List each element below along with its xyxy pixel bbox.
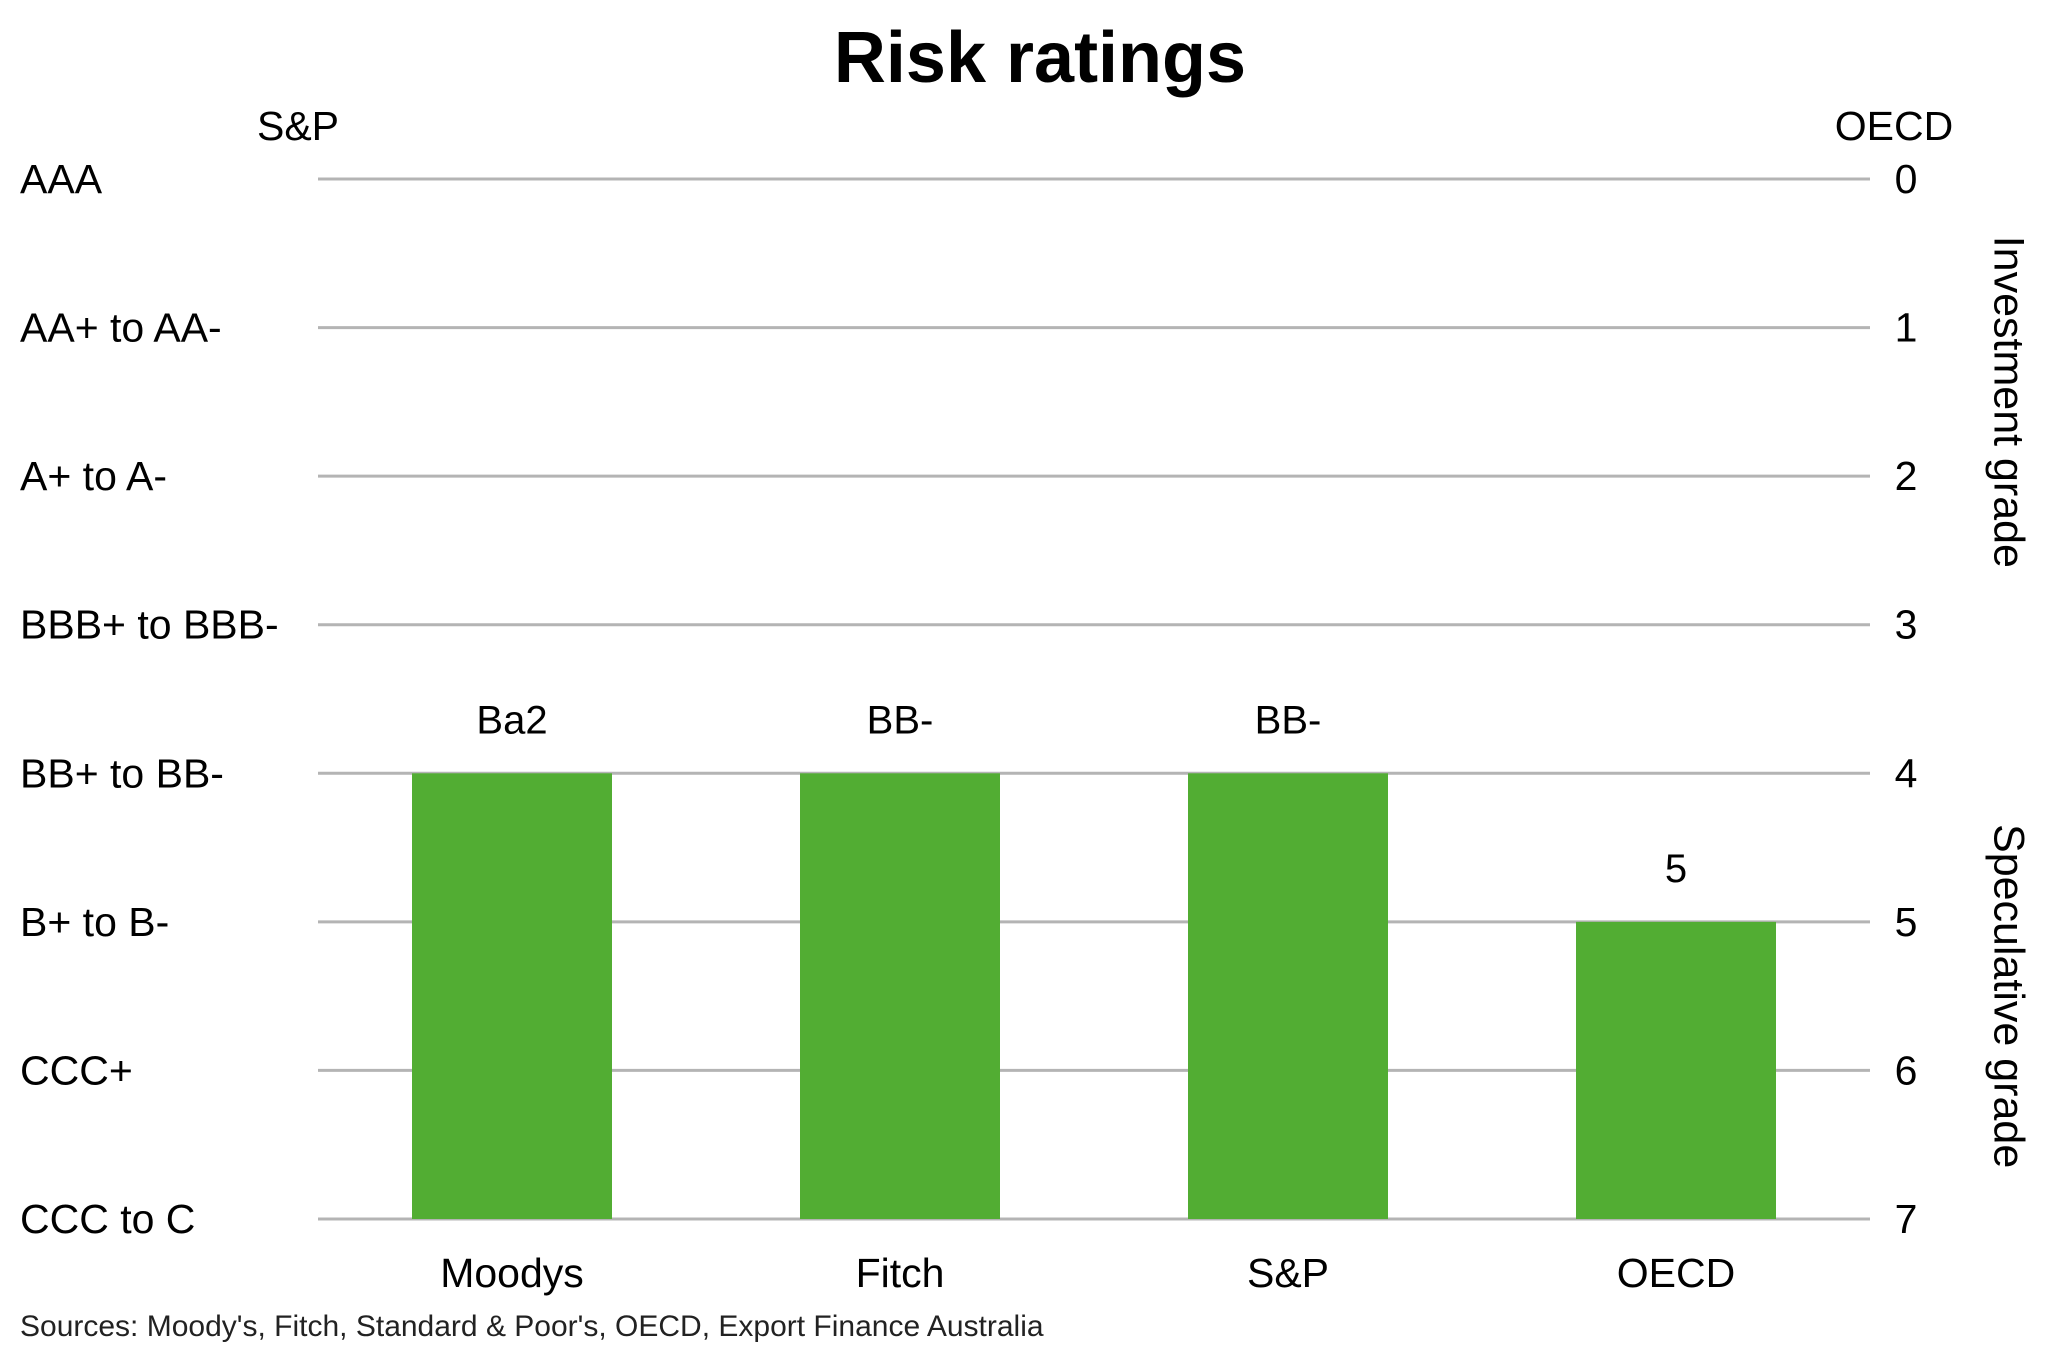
right-tick-label: 4: [1895, 750, 1918, 796]
category-labels: Moodys Fitch S&P OECD: [440, 1250, 1735, 1296]
left-tick-label: A+ to A-: [20, 453, 167, 499]
bar-value-label: BB-: [867, 698, 934, 742]
category-label: S&P: [1247, 1250, 1329, 1296]
left-tick-label: AAA: [20, 156, 103, 202]
left-tick-label: CCC+: [20, 1047, 133, 1093]
source-note: Sources: Moody's, Fitch, Standard & Poor…: [20, 1310, 1044, 1343]
bars: [412, 773, 1776, 1219]
right-tick-label: 5: [1895, 899, 1918, 945]
bar-value-label: BB-: [1255, 698, 1322, 742]
bar: [800, 773, 1000, 1219]
grade-band-label: Investment grade: [1985, 236, 2033, 568]
bar: [412, 773, 612, 1219]
right-tick-label: 6: [1895, 1047, 1918, 1093]
left-tick-label: CCC to C: [20, 1196, 195, 1242]
right-tick-labels: 0 1 2 3 4 5 6 7: [1895, 156, 1918, 1242]
right-tick-label: 2: [1895, 453, 1918, 499]
left-tick-label: AA+ to AA-: [20, 305, 222, 351]
right-tick-label: 0: [1895, 156, 1918, 202]
left-axis-title: S&P: [257, 103, 339, 149]
left-tick-label: BBB+ to BBB-: [20, 602, 279, 648]
bar-value-labels: Ba2 BB- BB- 5: [476, 698, 1687, 891]
left-tick-labels: AAA AA+ to AA- A+ to A- BBB+ to BBB- BB+ to …: [20, 156, 279, 1242]
bar-value-label: Ba2: [476, 698, 547, 742]
right-tick-label: 1: [1895, 305, 1918, 351]
bar-value-label: 5: [1665, 847, 1687, 891]
category-label: OECD: [1617, 1250, 1735, 1296]
bar: [1576, 921, 1776, 1219]
right-axis-title: OECD: [1835, 103, 1953, 149]
left-tick-label: BB+ to BB-: [20, 750, 224, 796]
chart-title: Risk ratings: [834, 18, 1246, 98]
right-tick-label: 7: [1895, 1196, 1918, 1242]
grade-band-label: Speculative grade: [1985, 824, 2033, 1168]
category-label: Fitch: [856, 1250, 945, 1296]
right-tick-label: 3: [1895, 602, 1918, 648]
category-label: Moodys: [440, 1250, 584, 1296]
bar: [1188, 773, 1388, 1219]
grade-band-labels: Investment grade Speculative grade: [1985, 236, 2033, 1169]
left-tick-label: B+ to B-: [20, 899, 169, 945]
